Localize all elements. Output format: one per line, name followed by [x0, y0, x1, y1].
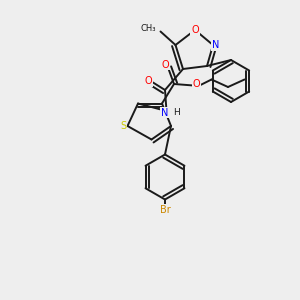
Text: O: O	[191, 25, 199, 35]
Text: O: O	[145, 76, 152, 86]
Text: N: N	[212, 40, 220, 50]
Text: O: O	[193, 79, 200, 89]
Text: Br: Br	[160, 205, 170, 215]
Text: O: O	[161, 59, 169, 70]
Text: S: S	[120, 121, 126, 131]
Text: CH₃: CH₃	[140, 24, 156, 33]
Text: H: H	[174, 108, 180, 117]
Text: N: N	[161, 107, 169, 118]
